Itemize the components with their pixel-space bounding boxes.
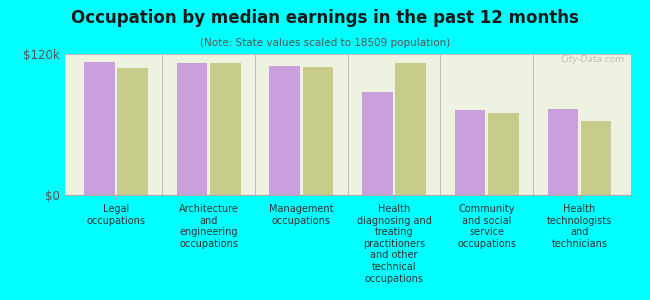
Text: City-Data.com: City-Data.com <box>561 56 625 64</box>
Bar <box>581 121 612 195</box>
Bar <box>547 109 578 195</box>
Bar <box>177 63 207 195</box>
Bar <box>488 113 519 195</box>
Bar <box>303 67 333 195</box>
Text: Occupation by median earnings in the past 12 months: Occupation by median earnings in the pas… <box>71 9 579 27</box>
Bar <box>84 62 114 195</box>
Bar <box>455 110 486 195</box>
Bar <box>118 68 148 195</box>
Bar <box>362 92 393 195</box>
Bar <box>210 63 240 195</box>
Bar <box>395 63 426 195</box>
Text: (Note: State values scaled to 18509 population): (Note: State values scaled to 18509 popu… <box>200 38 450 47</box>
Bar <box>269 66 300 195</box>
